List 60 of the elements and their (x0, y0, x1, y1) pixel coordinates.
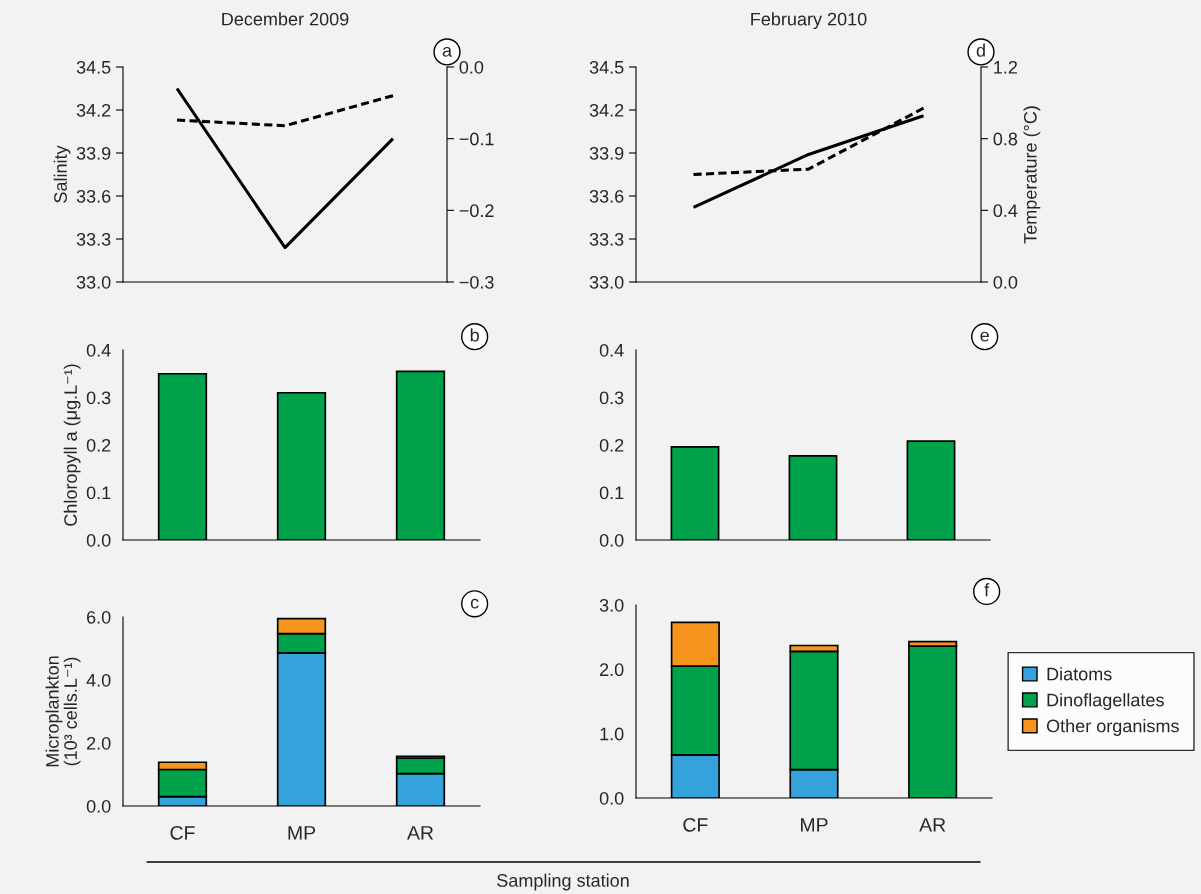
y2-axis-title: Temperature (°C) (1023, 106, 1041, 244)
y-tick-label: 33.6 (76, 189, 111, 203)
y-tick-label: 34.2 (76, 103, 111, 117)
chart-title: December 2009 (222, 12, 349, 26)
y-tick-label: 0.2 (86, 438, 111, 452)
y2-tick-label: 0.4 (993, 204, 1018, 218)
y2-tick-label: 0.8 (993, 132, 1018, 146)
y-tick-label: 0.0 (599, 791, 624, 805)
y-axis-title: Microplankton (10³ cells.L⁻¹) (45, 656, 81, 767)
y-tick-label: 0.3 (599, 391, 624, 405)
legend-label: Other organisms (1046, 719, 1179, 736)
text: e (980, 331, 989, 342)
y-tick-label: 6.0 (87, 610, 111, 624)
y2-tick-label: −0.3 (459, 275, 494, 289)
y2-tick-label: −0.2 (459, 204, 494, 218)
chart-title: February 2010 (751, 12, 867, 30)
y-tick-label: 0.3 (86, 391, 111, 405)
y2-tick-label: 0.0 (459, 60, 484, 74)
y-axis-title: Salinity (53, 145, 71, 203)
y-tick-label: 34.2 (589, 103, 624, 117)
legend-label: Dinoflagellates (1047, 693, 1164, 710)
y-tick-label: 33.9 (589, 146, 624, 160)
y2-tick-label: −0.1 (459, 132, 494, 146)
legend-label: Diatoms (1047, 667, 1112, 681)
x-tick-label: AR (919, 818, 946, 832)
y-tick-label: 0.0 (599, 533, 624, 547)
text: b (470, 328, 479, 342)
text: f (984, 583, 990, 597)
y-tick-label: 0.1 (86, 486, 111, 500)
y2-tick-label: 0.0 (993, 275, 1018, 289)
x-tick-label: MP (288, 826, 316, 840)
x-tick-label: CF (170, 825, 195, 840)
text: a (442, 46, 453, 57)
x-tick-label: CF (683, 817, 708, 832)
y-tick-label: 1.0 (600, 727, 624, 741)
y-tick-label: 2.0 (87, 736, 111, 750)
x-tick-label: AR (407, 826, 434, 840)
y-tick-label: 34.5 (589, 60, 624, 74)
y-tick-label: 0.4 (86, 343, 111, 357)
y2-tick-label: 1.2 (994, 60, 1017, 74)
y-tick-label: 33.0 (76, 275, 111, 289)
y-tick-label: 0.4 (599, 343, 624, 357)
y-tick-label: 0.2 (599, 438, 624, 452)
y-tick-label: 33.9 (76, 146, 111, 160)
y-axis-title: Chloropyll a (μg.L⁻¹) (63, 364, 81, 526)
text: c (470, 598, 479, 609)
x-axis-title: Sampling station (497, 873, 629, 891)
x-tick-label: MP (801, 818, 828, 832)
y-tick-label: 33.0 (589, 275, 624, 289)
y-tick-label: 33.3 (76, 232, 111, 246)
y-tick-label: 34.5 (76, 60, 111, 74)
y-tick-label: 4.0 (86, 673, 111, 687)
y-tick-label: 33.6 (589, 189, 624, 203)
y-tick-label: 33.3 (589, 232, 624, 246)
y-tick-label: 3.0 (599, 598, 624, 612)
y-tick-label: 0.1 (599, 486, 624, 500)
y-tick-label: 0.0 (86, 533, 111, 547)
y-tick-label: 0.0 (86, 799, 111, 813)
text: d (976, 43, 985, 57)
y-tick-label: 2.0 (600, 663, 624, 677)
